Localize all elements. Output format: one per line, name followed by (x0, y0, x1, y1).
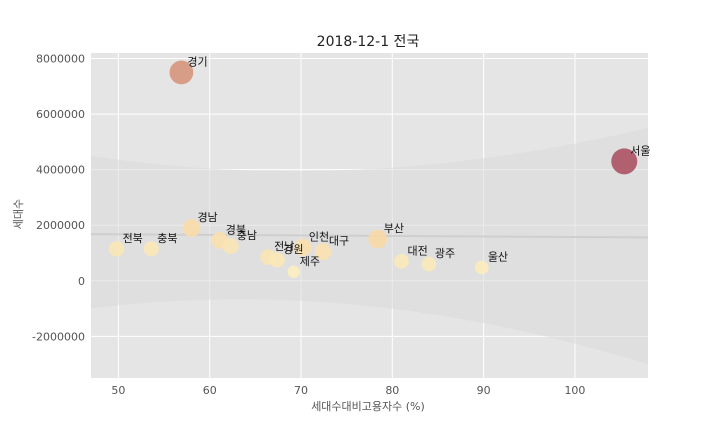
bubble-10 (108, 241, 125, 257)
x-tick-label: 100 (564, 384, 585, 397)
point-label: 충북 (157, 232, 177, 245)
bubble-15 (287, 265, 300, 279)
point-label: 광주 (435, 247, 455, 260)
bubble-0 (169, 60, 194, 85)
point-label: 제주 (300, 255, 320, 268)
bubble-2 (368, 229, 388, 249)
x-tick-label: 80 (385, 384, 399, 397)
point-label: 경기 (187, 55, 207, 68)
x-axis-label: 세대수대비고용자수 (%) (311, 400, 425, 413)
bubble-3 (182, 219, 201, 237)
point-label: 인천 (309, 229, 329, 243)
y-tick-label: 2000000 (36, 219, 85, 232)
x-ticks: 50 60 70 80 90 100 (111, 384, 585, 397)
bubble-12 (394, 253, 409, 269)
x-tick-label: 70 (294, 384, 308, 397)
bubble-9 (269, 252, 285, 268)
x-tick-label: 50 (111, 384, 125, 397)
chart-title: 2018-12-1 전국 (317, 34, 420, 50)
confidence-band (91, 128, 648, 365)
bubble-5 (314, 243, 332, 260)
bubble-13 (421, 256, 437, 272)
bubble-14 (474, 260, 489, 275)
x-tick-label: 60 (203, 384, 217, 397)
y-tick-label: -2000000 (32, 330, 85, 343)
y-tick-label: 8000000 (36, 53, 85, 66)
y-tick-label: 6000000 (36, 108, 85, 121)
x-tick-label: 90 (477, 384, 491, 397)
bubble-1 (611, 148, 638, 175)
point-label: 대전 (407, 244, 427, 257)
point-label: 전남 (274, 240, 294, 253)
point-label: 충남 (237, 229, 257, 242)
point-label: 강원 (283, 243, 303, 256)
y-ticks: -2000000 0 2000000 4000000 6000000 8000000 (32, 53, 85, 344)
y-tick-label: 4000000 (36, 164, 85, 177)
bubble-11 (143, 241, 159, 257)
point-label: 울산 (488, 250, 508, 263)
point-label: 대구 (329, 235, 349, 248)
point-label: 경북 (226, 224, 246, 237)
point-label: 전북 (123, 232, 143, 245)
y-tick-label: 0 (78, 275, 85, 288)
bubble-4 (294, 238, 312, 257)
bubbles (108, 60, 638, 279)
y-axis-label: 세대수 (12, 199, 25, 229)
point-label: 경남 (197, 211, 217, 224)
point-label: 서울 (630, 144, 650, 157)
point-label: 부산 (384, 222, 404, 235)
bubble-7 (222, 238, 239, 255)
